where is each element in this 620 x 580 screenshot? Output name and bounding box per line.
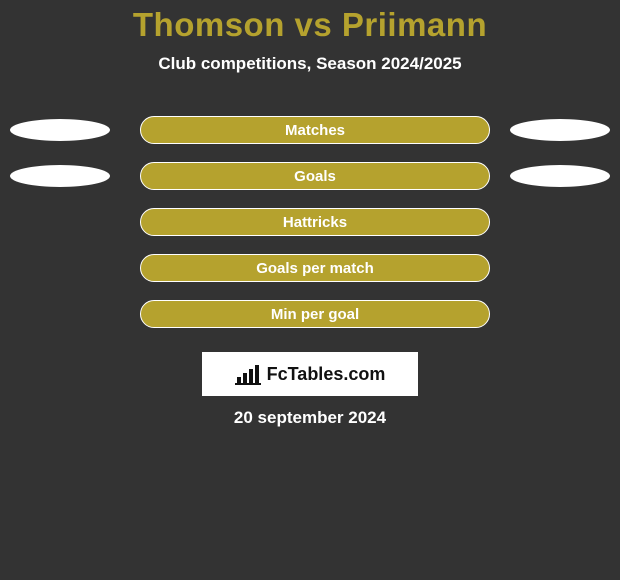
page-title: Thomson vs Priimann (0, 0, 620, 44)
brand-text: FcTables.com (267, 364, 386, 385)
stat-row: Goals per match (0, 254, 620, 284)
stat-label: Hattricks (283, 214, 347, 231)
stat-row: Hattricks (0, 208, 620, 238)
bar-chart-icon (235, 363, 261, 385)
stat-bar: Hattricks (140, 208, 490, 236)
left-value-ellipse (10, 119, 110, 141)
stat-bar: Goals per match (140, 254, 490, 282)
left-value-ellipse (10, 165, 110, 187)
stat-label: Goals (294, 168, 336, 185)
stat-label: Min per goal (271, 306, 359, 323)
stat-row: Goals (0, 162, 620, 192)
right-value-ellipse (510, 119, 610, 141)
stat-bar: Min per goal (140, 300, 490, 328)
page-subtitle: Club competitions, Season 2024/2025 (0, 54, 620, 74)
right-value-ellipse (510, 165, 610, 187)
stat-bar: Matches (140, 116, 490, 144)
stat-row: Matches (0, 116, 620, 146)
stat-label: Matches (285, 122, 345, 139)
date-text: 20 september 2024 (0, 408, 620, 428)
brand-box: FcTables.com (202, 352, 418, 396)
stat-rows: Matches Goals Hattricks Goals per match Min … (0, 116, 620, 330)
stat-row: Min per goal (0, 300, 620, 330)
stat-label: Goals per match (256, 260, 374, 277)
stat-bar: Goals (140, 162, 490, 190)
